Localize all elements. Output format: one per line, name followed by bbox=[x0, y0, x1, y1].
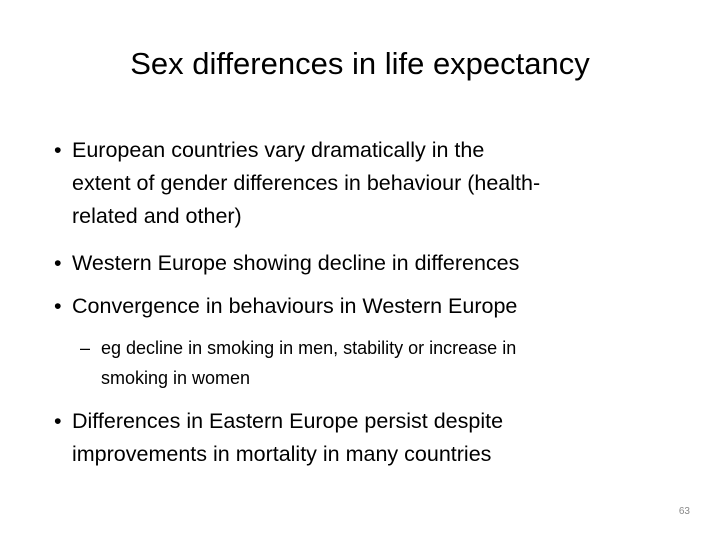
bullet-marker: • bbox=[54, 294, 62, 318]
sub-bullet-text: eg decline in smoking in men, stability … bbox=[101, 338, 517, 358]
sub-bullet-marker: – bbox=[80, 338, 91, 358]
bullet-marker: • bbox=[54, 251, 62, 275]
bullet-text: Differences in Eastern Europe persist de… bbox=[72, 409, 504, 433]
bullet-text: European countries vary dramatically in … bbox=[72, 138, 485, 162]
sub-bullet-text: smoking in women bbox=[101, 368, 251, 388]
page-number: 63 bbox=[678, 506, 690, 517]
bullet-text: related and other) bbox=[72, 204, 242, 228]
bullet-text: improvements in mortality in many countr… bbox=[72, 442, 492, 466]
slide-title: Sex differences in life expectancy bbox=[130, 46, 590, 81]
bullet-marker: • bbox=[54, 409, 62, 433]
bullet-text: extent of gender differences in behaviou… bbox=[72, 171, 541, 195]
bullet-text: Western Europe showing decline in differ… bbox=[72, 251, 520, 275]
bullet-marker: • bbox=[54, 138, 62, 162]
bullet-text: Convergence in behaviours in Western Eur… bbox=[72, 294, 518, 318]
